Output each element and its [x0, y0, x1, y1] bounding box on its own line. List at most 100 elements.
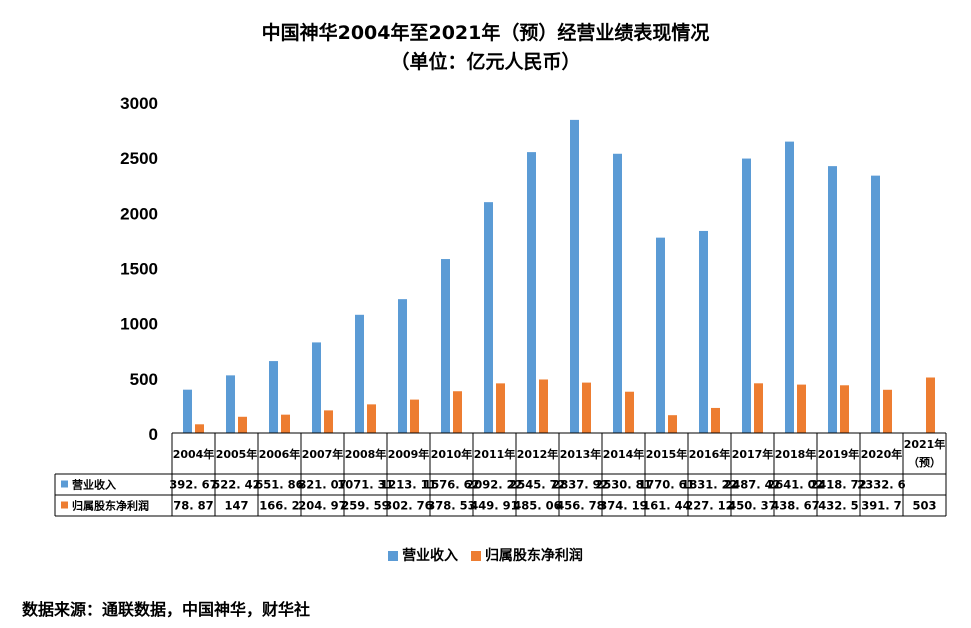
y-tick-label: 1500: [120, 260, 158, 279]
chart-title: 中国神华2004年至2021年（预）经营业绩表现情况: [261, 22, 710, 44]
x-category-label: 2004年: [173, 447, 215, 461]
bar-profit: [367, 404, 376, 433]
legend-label-revenue: 营业收入: [402, 548, 459, 564]
bar-profit: [195, 424, 204, 433]
chart-subtitle-unit: （单位：亿元人民币）: [390, 51, 581, 73]
table-key-revenue: [61, 480, 68, 488]
table-value: 392. 67: [169, 478, 217, 492]
y-tick-label: 2500: [120, 149, 158, 168]
table-value: 204. 97: [298, 499, 346, 513]
y-tick-label: 3000: [120, 94, 158, 113]
bar-revenue: [527, 152, 536, 433]
table-value: 503: [912, 499, 936, 513]
table-value: 227. 12: [685, 499, 733, 513]
bar-profit: [754, 383, 763, 433]
table-value: 450. 37: [728, 499, 776, 513]
bar-profit: [410, 399, 419, 433]
table-value: 2545. 72: [509, 478, 565, 492]
bar-profit: [926, 377, 935, 433]
bar-profit: [496, 383, 505, 433]
bar-profit: [324, 410, 333, 433]
x-category-label: 2015年: [646, 447, 688, 461]
table-value: 432. 5: [818, 499, 858, 513]
bar-profit: [453, 391, 462, 433]
y-tick-label: 500: [130, 370, 158, 389]
table-value: 161. 44: [642, 499, 690, 513]
x-category-label: 2010年: [431, 447, 473, 461]
table-value: 391. 7: [861, 499, 901, 513]
table-value: 78. 87: [173, 499, 213, 513]
x-category-label: 2019年: [818, 447, 860, 461]
table-value: 2641. 02: [767, 478, 823, 492]
bar-profit: [238, 416, 247, 433]
bar-revenue: [312, 342, 321, 433]
table-value: 2092. 22: [466, 478, 522, 492]
table-value: 1071. 31: [337, 478, 393, 492]
legend-label-profit: 归属股东净利润: [484, 548, 583, 564]
x-category-label: 2016年: [689, 447, 731, 461]
bar-revenue: [484, 202, 493, 433]
bar-revenue: [699, 230, 708, 433]
table-value: 821. 07: [298, 478, 346, 492]
x-category-label: 2005年: [216, 447, 258, 461]
x-category-label: 2020年: [861, 447, 903, 461]
x-category-label: 2012年: [517, 447, 559, 461]
y-tick-label: 2000: [120, 204, 158, 223]
table-value: 522. 42: [212, 478, 260, 492]
table-value: 374. 19: [599, 499, 647, 513]
legend-swatch-revenue: [388, 551, 399, 561]
x-category-label: 2008年: [345, 447, 387, 461]
bar-revenue: [226, 375, 235, 433]
bar-profit: [797, 384, 806, 433]
legend-item-revenue: 营业收入: [388, 545, 458, 565]
x-category-label: 2018年: [775, 447, 817, 461]
table-value: 485. 06: [513, 499, 561, 513]
legend: 营业收入 归属股东净利润: [0, 545, 971, 565]
x-category-label: 2021年: [904, 437, 946, 451]
table-value: 2487. 42: [724, 478, 780, 492]
table-value: 2530. 81: [595, 478, 651, 492]
bar-profit: [883, 389, 892, 433]
bars-group: [183, 119, 935, 434]
data-table: 2004年 2005年 2006年 2007年 2008年 2009年 2010年 2011年…: [54, 432, 947, 517]
table-value: 1213. 11: [380, 478, 436, 492]
bar-revenue: [828, 166, 837, 433]
bar-profit: [539, 379, 548, 433]
y-tick-label: 1000: [120, 315, 158, 334]
legend-item-profit: 归属股东净利润: [470, 545, 583, 565]
table-value: 1576. 62: [423, 478, 479, 492]
bar-profit: [840, 385, 849, 433]
bar-profit: [582, 382, 591, 433]
legend-swatch-profit: [470, 551, 481, 561]
bar-revenue: [441, 259, 450, 433]
table-value: 166. 2: [259, 499, 299, 513]
bar-chart: 0 500 1000 1500 2000 2500 3000 2004年 2005年 2006年…: [54, 94, 947, 517]
table-series-name: 营业收入: [72, 478, 116, 492]
bar-revenue: [183, 389, 192, 433]
table-value: 449. 91: [470, 499, 518, 513]
y-axis: 0 500 1000 1500 2000 2500 3000: [120, 94, 158, 444]
table-value: 2418. 72: [810, 478, 866, 492]
bar-revenue: [398, 299, 407, 433]
bar-profit: [625, 391, 634, 433]
table-value: 302. 76: [384, 499, 432, 513]
table-value: 456. 78: [556, 499, 604, 513]
x-category-label: 2009年: [388, 447, 430, 461]
x-category-label: （预）: [908, 455, 941, 469]
table-series-name: 归属股东净利润: [72, 499, 149, 513]
bar-revenue: [613, 153, 622, 433]
x-category-label: 2006年: [259, 447, 301, 461]
bar-revenue: [570, 119, 579, 434]
bar-profit: [711, 407, 720, 433]
table-value: 438. 67: [771, 499, 819, 513]
data-source-note: 数据来源：通联数据，中国神华，财华社: [22, 600, 311, 619]
table-value: 259. 59: [341, 499, 389, 513]
table-value: 1770. 61: [638, 478, 694, 492]
bar-revenue: [871, 175, 880, 433]
x-category-label: 2013年: [560, 447, 602, 461]
bar-revenue: [785, 141, 794, 433]
bar-profit: [668, 415, 677, 433]
bar-revenue: [656, 237, 665, 433]
bar-profit: [281, 414, 290, 433]
x-category-label: 2017年: [732, 447, 774, 461]
